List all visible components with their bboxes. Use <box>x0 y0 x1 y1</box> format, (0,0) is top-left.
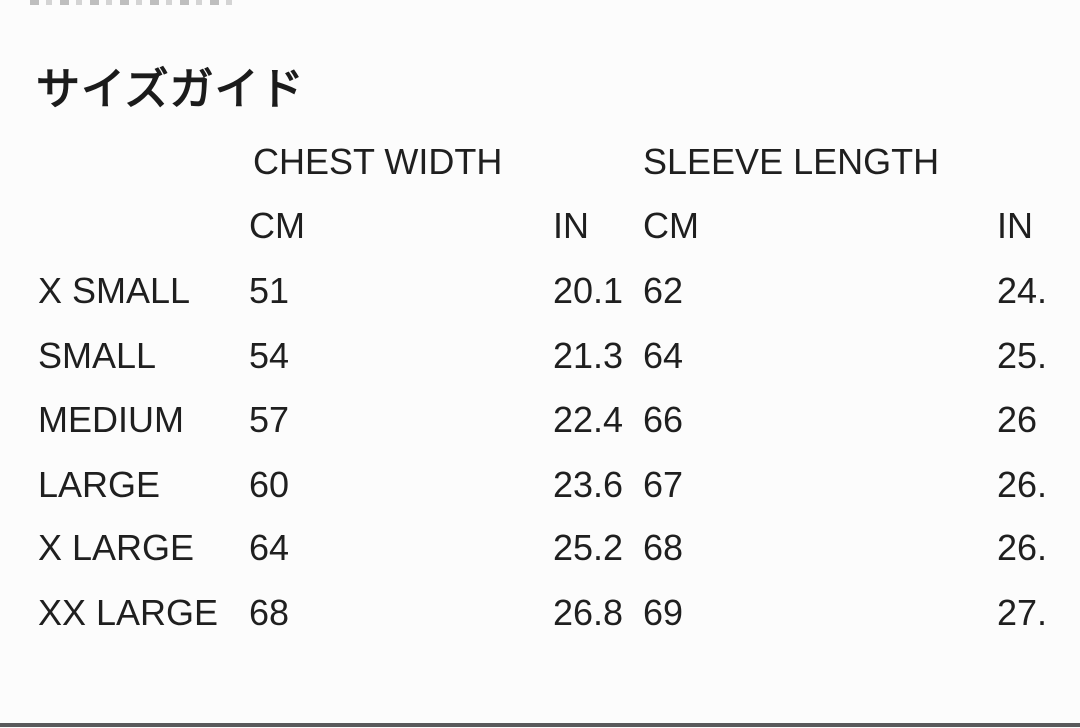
size-label: X SMALL <box>38 270 191 311</box>
page-title: サイズガイド <box>36 65 305 115</box>
size-label: X LARGE <box>38 527 195 568</box>
table-row: SMALL 54 21.3 64 25. <box>0 335 1080 377</box>
chest-cm-value: 51 <box>249 270 290 311</box>
sleeve-cm-value: 64 <box>643 335 684 376</box>
chest-in-value: 25.2 <box>553 527 624 568</box>
chest-in-value: 20.1 <box>553 270 624 311</box>
sleeve-in-value: 25. <box>997 335 1048 376</box>
table-row: LARGE 60 23.6 67 26. <box>0 464 1080 506</box>
sleeve-cm-value: 62 <box>643 270 684 311</box>
sleeve-cm-value: 69 <box>643 592 684 633</box>
unit-header-chest-cm: CM <box>249 205 305 246</box>
size-label: SMALL <box>38 335 157 376</box>
column-group-header-sleeve-length: SLEEVE LENGTH <box>643 141 940 182</box>
table-row: MEDIUM 57 22.4 66 26 <box>0 399 1080 441</box>
sleeve-cm-value: 66 <box>643 399 684 440</box>
sleeve-in-value: 27. <box>997 592 1048 633</box>
chest-in-value: 26.8 <box>553 592 624 633</box>
cutoff-text-remnant <box>30 0 240 5</box>
chest-in-value: 21.3 <box>553 335 624 376</box>
chest-cm-value: 60 <box>249 464 290 505</box>
chest-cm-value: 54 <box>249 335 290 376</box>
size-label: MEDIUM <box>38 399 184 440</box>
unit-header-sleeve-cm: CM <box>643 205 699 246</box>
unit-header-sleeve-in: IN <box>997 205 1033 246</box>
bottom-divider-bar <box>0 723 1080 727</box>
table-row: XX LARGE 68 26.8 69 27. <box>0 592 1080 634</box>
size-label: XX LARGE <box>38 592 219 633</box>
size-label: LARGE <box>38 464 161 505</box>
column-group-header-chest-width: CHEST WIDTH <box>253 141 503 182</box>
chest-cm-value: 57 <box>249 399 290 440</box>
chest-in-value: 22.4 <box>553 399 624 440</box>
sleeve-in-value: 26. <box>997 464 1048 505</box>
sleeve-cm-value: 67 <box>643 464 684 505</box>
chest-cm-value: 64 <box>249 527 290 568</box>
table-row: X LARGE 64 25.2 68 26. <box>0 527 1080 569</box>
chest-cm-value: 68 <box>249 592 290 633</box>
sleeve-in-value: 26 <box>997 399 1038 440</box>
sleeve-cm-value: 68 <box>643 527 684 568</box>
sleeve-in-value: 24. <box>997 270 1048 311</box>
chest-in-value: 23.6 <box>553 464 624 505</box>
table-row: X SMALL 51 20.1 62 24. <box>0 270 1080 312</box>
unit-header-chest-in: IN <box>553 205 589 246</box>
sleeve-in-value: 26. <box>997 527 1048 568</box>
